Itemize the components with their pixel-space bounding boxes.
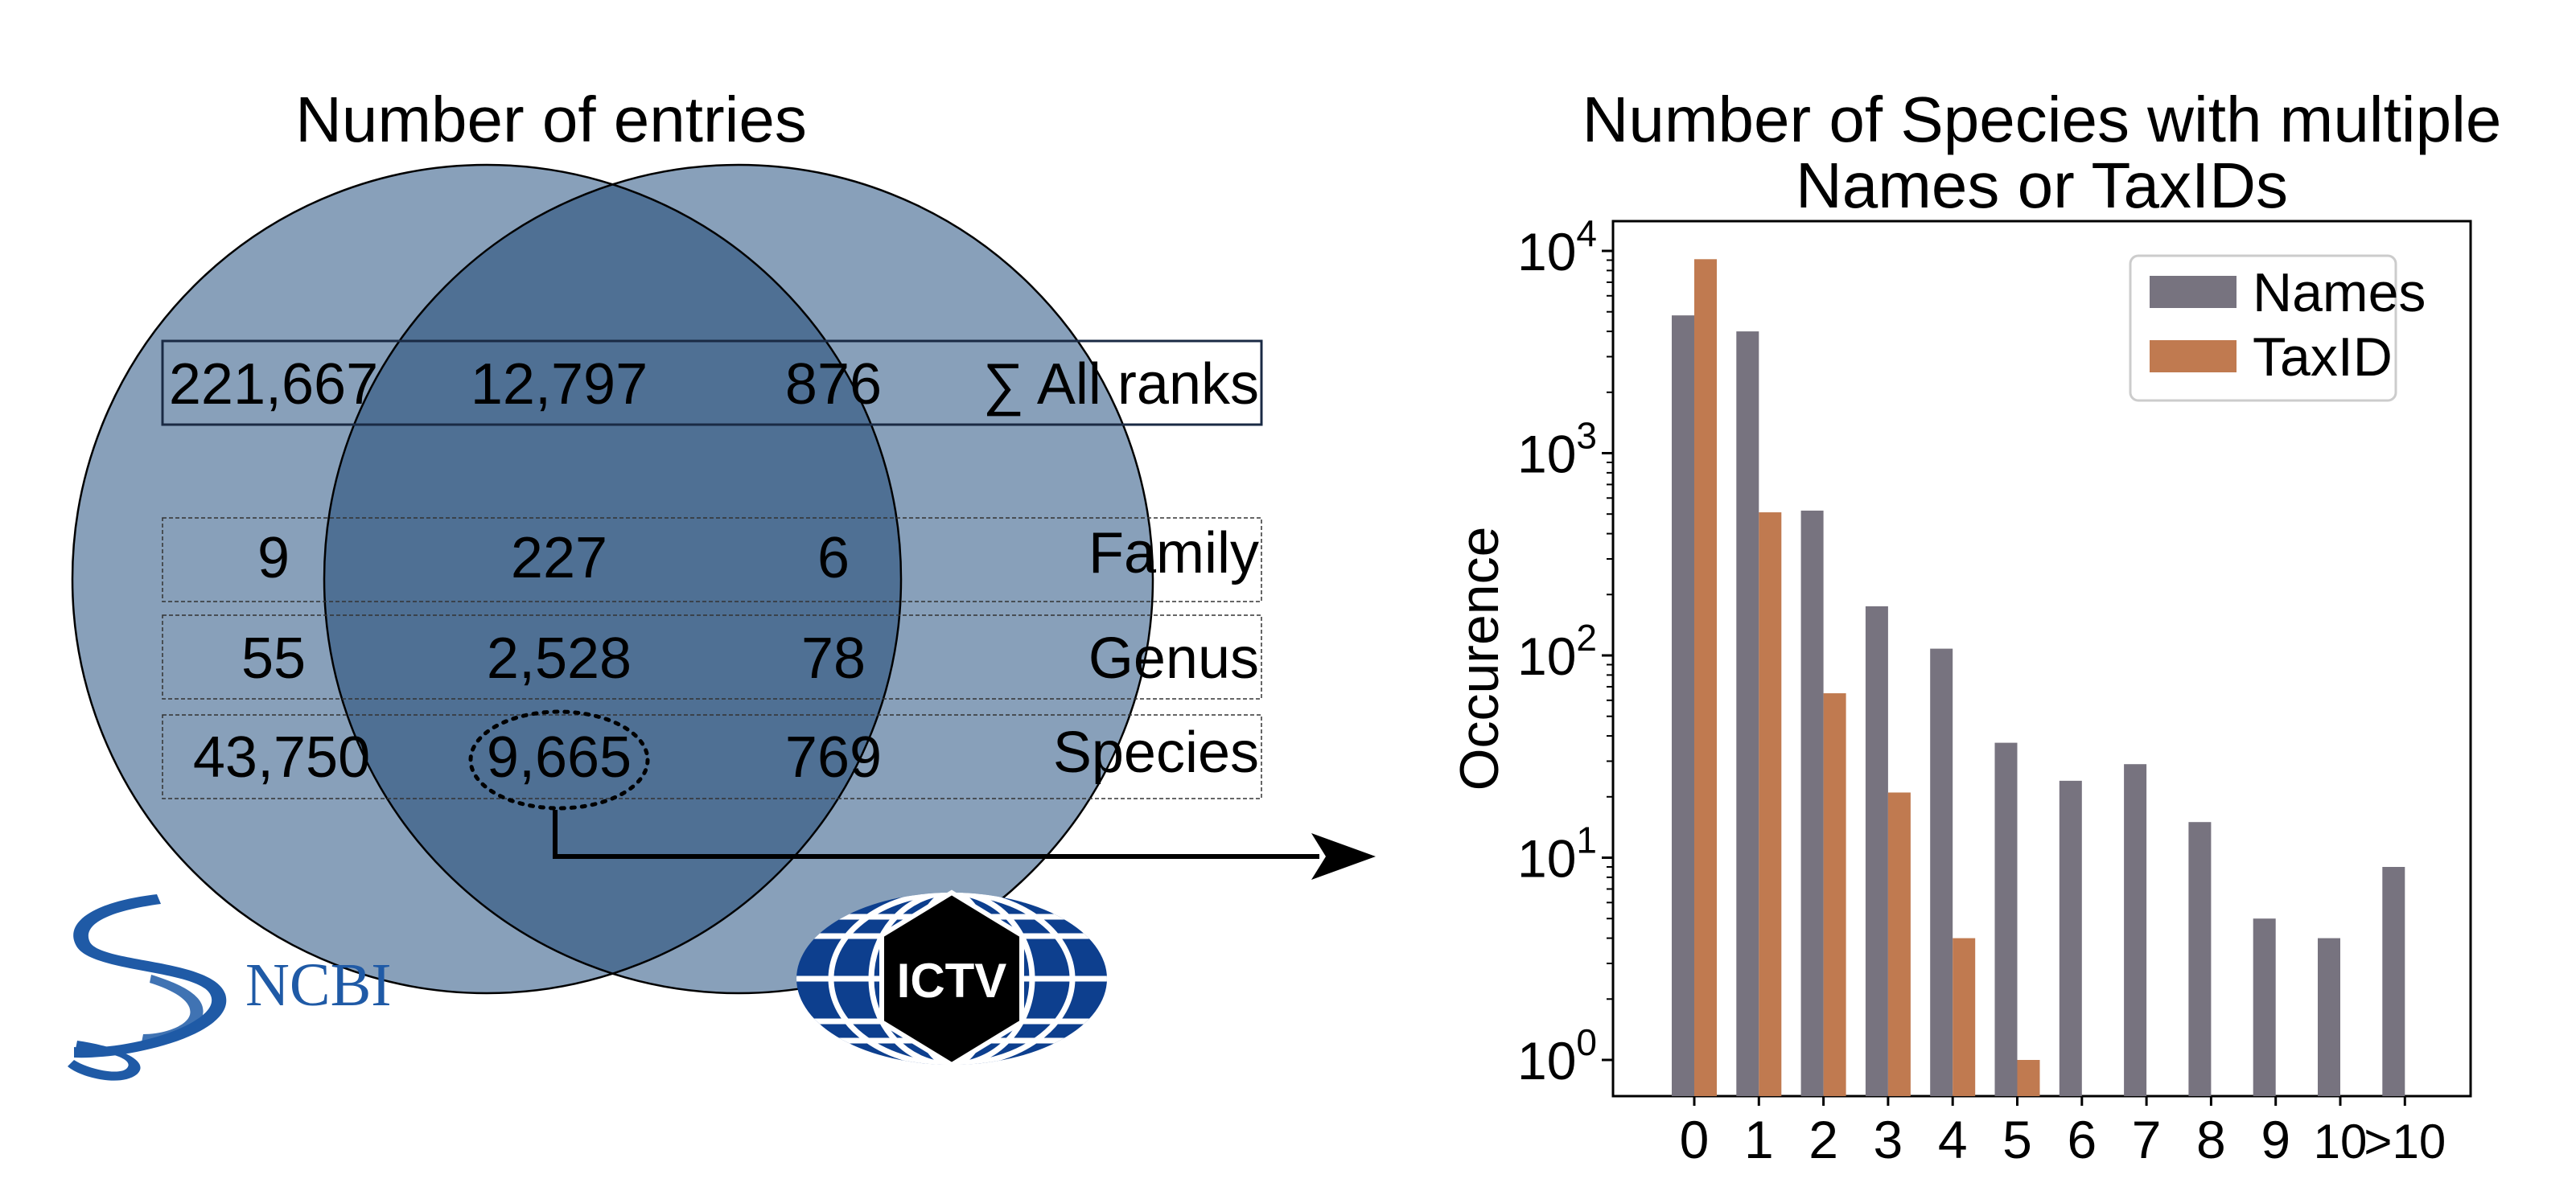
- bar-taxid-0: [1694, 259, 1717, 1097]
- genus-label: Genus: [1088, 626, 1259, 691]
- bar-names-8: [2188, 822, 2212, 1096]
- family-ncbi-value: 9: [257, 526, 290, 590]
- ictv-circle: [323, 163, 1154, 995]
- bar-names-9: [2253, 918, 2276, 1096]
- row-box-all-ranks: [161, 339, 1263, 426]
- all-ranks-ncbi-value: 221,667: [169, 352, 378, 417]
- ncbi-circle: [71, 163, 903, 995]
- all-ranks-label: ∑ All ranks: [983, 352, 1259, 417]
- bar-names-1: [1736, 331, 1759, 1096]
- x-axis-ticks: 0 1 2 3 4 5 6 7 8 9 10>10: [1680, 1096, 2446, 1169]
- species-both-value: 9,665: [487, 725, 632, 790]
- row-box-genus: [162, 614, 1262, 700]
- ictv-logo: ICTV: [796, 889, 1107, 1068]
- bar-names-10: [2318, 938, 2340, 1096]
- bar-names-3: [1865, 606, 1888, 1096]
- ncbi-helix-icon: [73, 894, 227, 1058]
- ictv-circle-fill: [324, 165, 1153, 993]
- ncbi-logo: NCBI: [68, 894, 392, 1081]
- bar-names-5: [1994, 742, 2018, 1096]
- y-tick-label: 101: [1517, 819, 1597, 889]
- x-tick-label: 7: [2132, 1110, 2162, 1169]
- x-tick-label: 1: [1744, 1110, 1774, 1169]
- bar-names-6: [2059, 780, 2082, 1096]
- bar-names-gt10: [2382, 867, 2405, 1096]
- species-ictv-value: 769: [785, 725, 882, 790]
- y-tick-label: 103: [1517, 415, 1597, 484]
- x-tick-label: 9: [2261, 1110, 2290, 1169]
- x-tick-label: 2: [1809, 1110, 1838, 1169]
- y-axis-ticks: 100 101 102 103 104: [1517, 212, 1613, 1090]
- ncbi-logo-text: NCBI: [245, 951, 392, 1019]
- chart-title-line-1: Number of Species with multiple: [1582, 84, 2502, 155]
- legend-label-taxid: TaxID: [2253, 327, 2393, 388]
- legend-swatch-taxid: [2150, 340, 2237, 372]
- bar-names-7: [2124, 764, 2147, 1096]
- bar-taxid-1: [1759, 512, 1782, 1096]
- chart-bars: [1672, 259, 2405, 1097]
- hexagon-icon: [879, 889, 1024, 1068]
- family-both-value: 227: [511, 526, 607, 590]
- x-tick-label: >10: [2364, 1115, 2446, 1169]
- x-tick-label: 6: [2067, 1110, 2097, 1169]
- bar-names-0: [1672, 315, 1694, 1096]
- overlap-region: [324, 165, 901, 993]
- row-box-species: [162, 714, 1262, 799]
- y-tick-label: 102: [1517, 617, 1597, 686]
- legend-swatch-names: [2150, 276, 2237, 308]
- bar-taxid-4: [1953, 938, 1976, 1096]
- x-tick-label: 8: [2196, 1110, 2226, 1169]
- x-tick-label: 3: [1874, 1110, 1903, 1169]
- chart-title-line-2: Names or TaxIDs: [1796, 150, 2288, 221]
- y-tick-label: 104: [1517, 212, 1597, 281]
- row-box-family: [162, 517, 1262, 602]
- genus-both-value: 2,528: [487, 626, 632, 691]
- bar-names-4: [1930, 648, 1953, 1096]
- chart-plot-area: [1611, 220, 2472, 1098]
- x-tick-label: 4: [1938, 1110, 1968, 1169]
- all-ranks-both-value: 12,797: [471, 352, 648, 417]
- chart-legend: Names TaxID: [2129, 254, 2426, 402]
- genus-ncbi-value: 55: [241, 626, 306, 691]
- y-axis-label: Occurence: [1449, 527, 1510, 791]
- bar-taxid-2: [1823, 693, 1846, 1096]
- y-tick-label: 100: [1517, 1021, 1597, 1090]
- x-tick-label: 5: [2002, 1110, 2032, 1169]
- legend-label-names: Names: [2253, 262, 2426, 323]
- species-label: Species: [1053, 721, 1259, 785]
- x-tick-label: 0: [1680, 1110, 1710, 1169]
- venn-diagram: 221,667 12,797 876 ∑ All ranks 9 227 6 F…: [71, 163, 1376, 995]
- arrow-head-icon: [1311, 833, 1376, 880]
- genus-ictv-value: 78: [801, 626, 866, 691]
- x-tick-label: 10: [2314, 1115, 2368, 1169]
- family-label: Family: [1088, 521, 1259, 585]
- bar-taxid-5: [2017, 1060, 2040, 1096]
- family-ictv-value: 6: [817, 526, 850, 590]
- all-ranks-ictv-value: 876: [785, 352, 882, 417]
- ictv-logo-text: ICTV: [897, 954, 1007, 1008]
- bar-names-2: [1800, 510, 1824, 1096]
- species-overlap-highlight: [468, 709, 650, 811]
- species-ncbi-value: 43,750: [193, 725, 370, 790]
- bar-taxid-3: [1887, 792, 1911, 1096]
- venn-title: Number of entries: [295, 84, 807, 155]
- arrow-line: [553, 810, 1319, 859]
